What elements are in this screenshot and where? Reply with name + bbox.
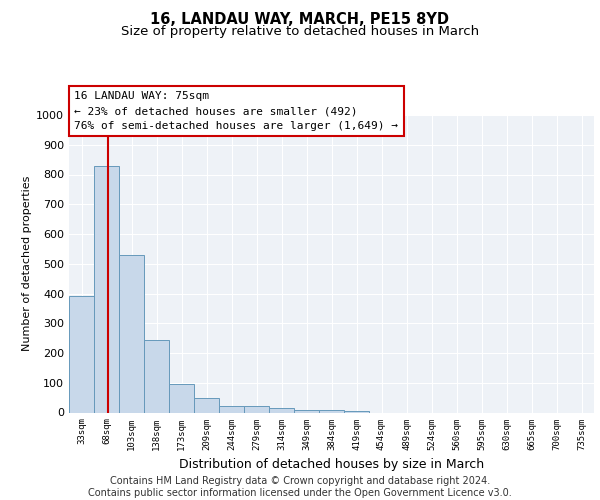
Text: 16, LANDAU WAY, MARCH, PE15 8YD: 16, LANDAU WAY, MARCH, PE15 8YD (151, 12, 449, 28)
Bar (119, 255, 144, 412)
X-axis label: Distribution of detached houses by size in March: Distribution of detached houses by size … (179, 458, 484, 471)
Bar (69, 296, 94, 412)
Bar (219, 406, 244, 412)
Text: Contains public sector information licensed under the Open Government Licence v3: Contains public sector information licen… (88, 488, 512, 498)
Bar (94, 166, 119, 412)
Bar (294, 410, 319, 412)
Bar (244, 406, 269, 412)
Y-axis label: Number of detached properties: Number of detached properties (22, 176, 32, 352)
Bar (144, 340, 169, 412)
Text: Size of property relative to detached houses in March: Size of property relative to detached ho… (121, 25, 479, 38)
Bar (344, 411, 369, 412)
Bar (194, 398, 219, 412)
Bar (319, 410, 344, 412)
Bar (269, 408, 294, 412)
Bar (169, 384, 194, 412)
Text: 16 LANDAU WAY: 75sqm
← 23% of detached houses are smaller (492)
76% of semi-deta: 16 LANDAU WAY: 75sqm ← 23% of detached h… (74, 91, 398, 131)
Text: Contains HM Land Registry data © Crown copyright and database right 2024.: Contains HM Land Registry data © Crown c… (110, 476, 490, 486)
